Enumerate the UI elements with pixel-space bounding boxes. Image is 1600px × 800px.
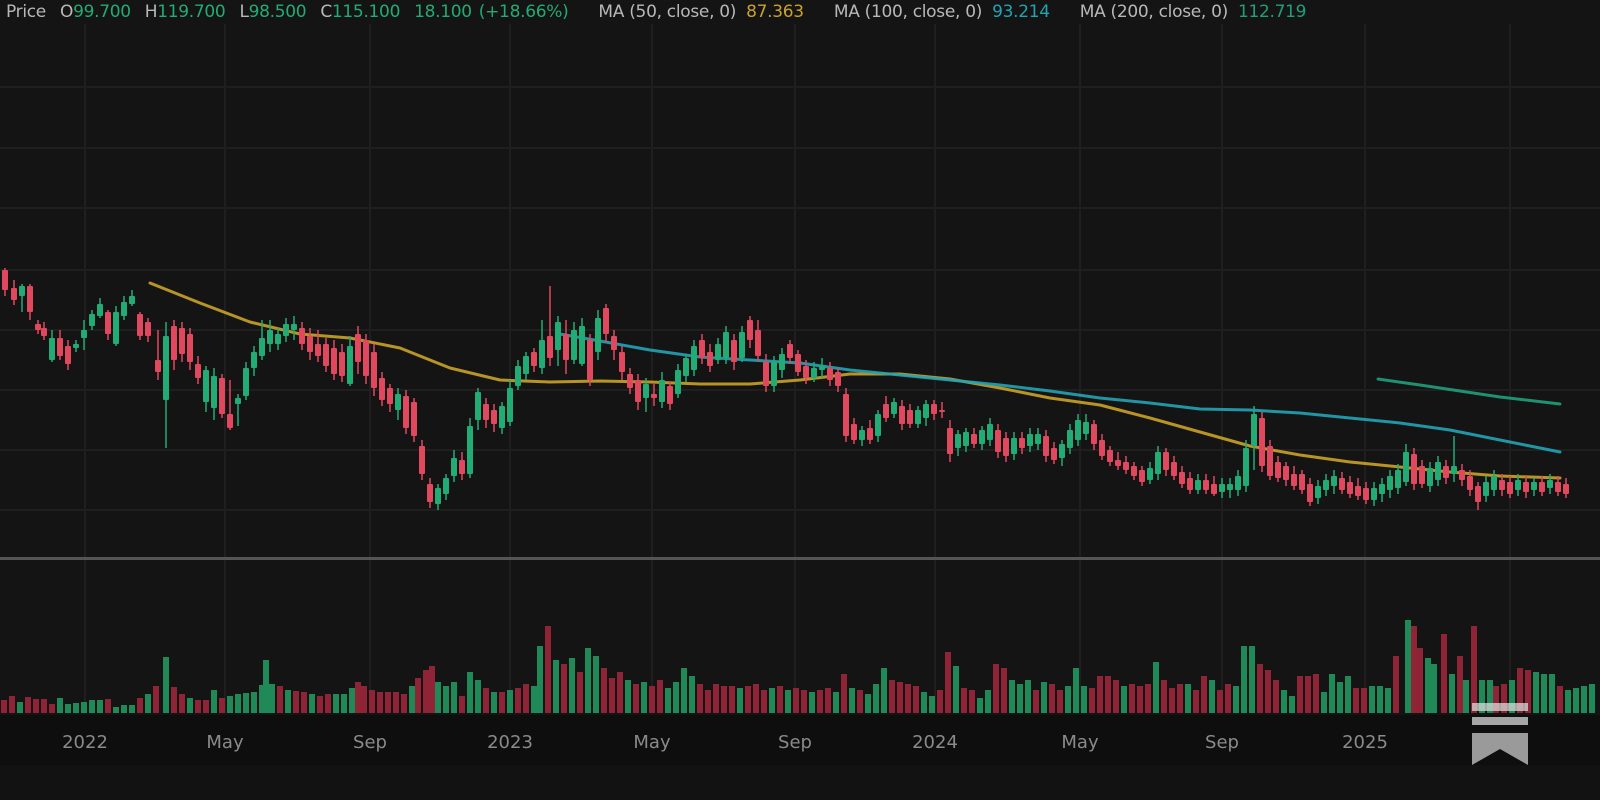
low-label: L bbox=[239, 2, 249, 22]
open-label: O bbox=[59, 2, 74, 22]
svg-text:May: May bbox=[633, 732, 671, 753]
svg-text:Sep: Sep bbox=[353, 732, 387, 753]
ma50-value: 87.363 bbox=[746, 2, 804, 22]
svg-text:Sep: Sep bbox=[778, 732, 812, 753]
svg-text:2023: 2023 bbox=[487, 732, 533, 753]
volume-pane bbox=[1, 620, 1595, 713]
close-value: 115.100 bbox=[331, 2, 401, 22]
high-label: H bbox=[144, 2, 158, 22]
svg-text:Sep: Sep bbox=[1205, 732, 1239, 753]
svg-text:2022: 2022 bbox=[62, 732, 108, 753]
time-axis[interactable] bbox=[0, 715, 1600, 765]
bottom-toolbar-area bbox=[0, 765, 1600, 800]
change-value: 18.100 bbox=[414, 2, 472, 22]
change-percent: (+18.66%) bbox=[478, 2, 569, 22]
grid-lines bbox=[0, 24, 1600, 713]
price-candles bbox=[2, 268, 1569, 510]
bookmark-icon[interactable] bbox=[1472, 703, 1528, 765]
ma200-label: MA (200, close, 0) bbox=[1079, 2, 1229, 22]
ma100-label: MA (100, close, 0) bbox=[833, 2, 983, 22]
pane-separator[interactable] bbox=[0, 557, 1600, 560]
svg-text:2025: 2025 bbox=[1342, 732, 1388, 753]
ma200-value: 112.719 bbox=[1237, 2, 1307, 22]
svg-text:May: May bbox=[1061, 732, 1099, 753]
svg-text:2024: 2024 bbox=[912, 732, 958, 753]
ma100-value: 93.214 bbox=[992, 2, 1050, 22]
svg-text:May: May bbox=[206, 732, 244, 753]
series-label: Price bbox=[6, 2, 46, 22]
price-legend: Price O 99.700 H 119.700 L 98.500 C 115.… bbox=[6, 0, 1306, 24]
low-value: 98.500 bbox=[248, 2, 307, 22]
close-label: C bbox=[320, 2, 332, 22]
open-value: 99.700 bbox=[73, 2, 131, 22]
ma50-label: MA (50, close, 0) bbox=[598, 2, 737, 22]
high-value: 119.700 bbox=[157, 2, 226, 22]
